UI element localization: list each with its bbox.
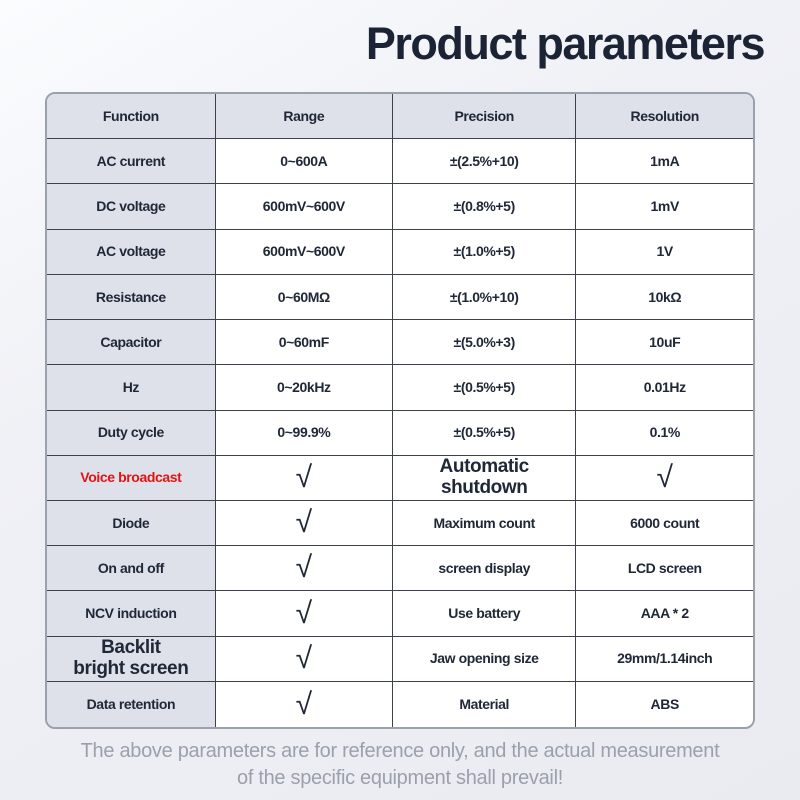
resolution-cell: √	[576, 456, 753, 501]
range-cell: √	[216, 681, 393, 727]
precision-cell: Jaw opening size	[392, 636, 577, 682]
header-cell-function: Function	[47, 94, 216, 140]
range-cell: 0~60mF	[215, 320, 393, 366]
range-cell: √	[215, 591, 393, 637]
function-cell: Hz	[47, 365, 216, 411]
range-cell: √	[215, 546, 393, 592]
precision-cell: Automatic shutdown	[392, 455, 577, 501]
resolution-cell: 10kΩ	[576, 275, 753, 321]
function-cell: Capacitor	[47, 320, 216, 366]
resolution-cell: 10uF	[576, 320, 753, 366]
function-cell: NCV induction	[47, 591, 216, 637]
resolution-cell: 1mA	[576, 139, 753, 185]
precision-cell: Maximum count	[392, 500, 577, 547]
parameters-table: Function Range Precision Resolution AC curre…	[47, 94, 753, 727]
precision-cell: Use battery	[392, 591, 577, 637]
precision-cell: screen display	[392, 546, 577, 592]
page-title: Product parameters	[365, 18, 766, 69]
range-cell: 0~600A	[215, 139, 393, 185]
function-cell: AC voltage	[47, 229, 216, 275]
function-cell: On and off	[47, 546, 216, 592]
parameters-table-frame: Function Range Precision Resolution AC curre…	[45, 92, 755, 729]
function-cell: Backlit bright screen	[47, 636, 216, 682]
range-cell: √	[215, 500, 393, 547]
function-cell: Resistance	[47, 274, 216, 321]
precision-cell: ±(0.5%+5)	[392, 410, 577, 456]
function-cell: AC current	[47, 139, 216, 185]
precision-cell: ±(0.5%+5)	[392, 365, 577, 411]
function-cell: Data retention	[47, 681, 216, 727]
function-cell: Diode	[47, 500, 216, 547]
function-cell: DC voltage	[47, 184, 216, 230]
resolution-cell: 0.01Hz	[576, 365, 753, 411]
header-cell-range: Range	[215, 94, 393, 140]
resolution-cell: 1V	[576, 230, 753, 275]
resolution-cell: 6000 count	[576, 501, 753, 547]
precision-cell: ±(1.0%+10)	[392, 274, 577, 321]
range-cell: √	[215, 455, 393, 501]
precision-cell: Material	[393, 681, 577, 727]
resolution-cell: ABS	[650, 696, 680, 713]
resolution-cell: 1mV	[576, 184, 753, 230]
range-cell: 0~20kHz	[215, 365, 393, 411]
precision-cell: ±(2.5%+10)	[392, 139, 577, 185]
resolution-cell: AAA * 2	[576, 591, 753, 637]
footer-disclaimer: The above parameters are for reference o…	[80, 740, 720, 789]
range-cell: 600mV~600V	[215, 184, 393, 230]
precision-cell: ±(5.0%+3)	[392, 320, 577, 366]
range-cell: 0~99.9%	[215, 410, 393, 456]
precision-cell: ±(0.8%+5)	[392, 184, 577, 230]
function-cell: Duty cycle	[47, 410, 216, 456]
range-cell: 600mV~600V	[215, 229, 393, 275]
header-cell-precision: Precision	[392, 94, 577, 140]
function-cell: Voice broadcast	[47, 455, 216, 501]
precision-cell: ±(1.0%+5)	[392, 229, 577, 275]
range-cell: 0~60MΩ	[215, 274, 393, 321]
resolution-cell: 29mm/1.14inch	[576, 637, 753, 682]
range-cell: √	[215, 636, 393, 682]
resolution-cell: LCD screen	[576, 546, 753, 592]
header-cell-resolution: Resolution	[576, 94, 753, 140]
resolution-cell: 0.1%	[576, 411, 753, 456]
